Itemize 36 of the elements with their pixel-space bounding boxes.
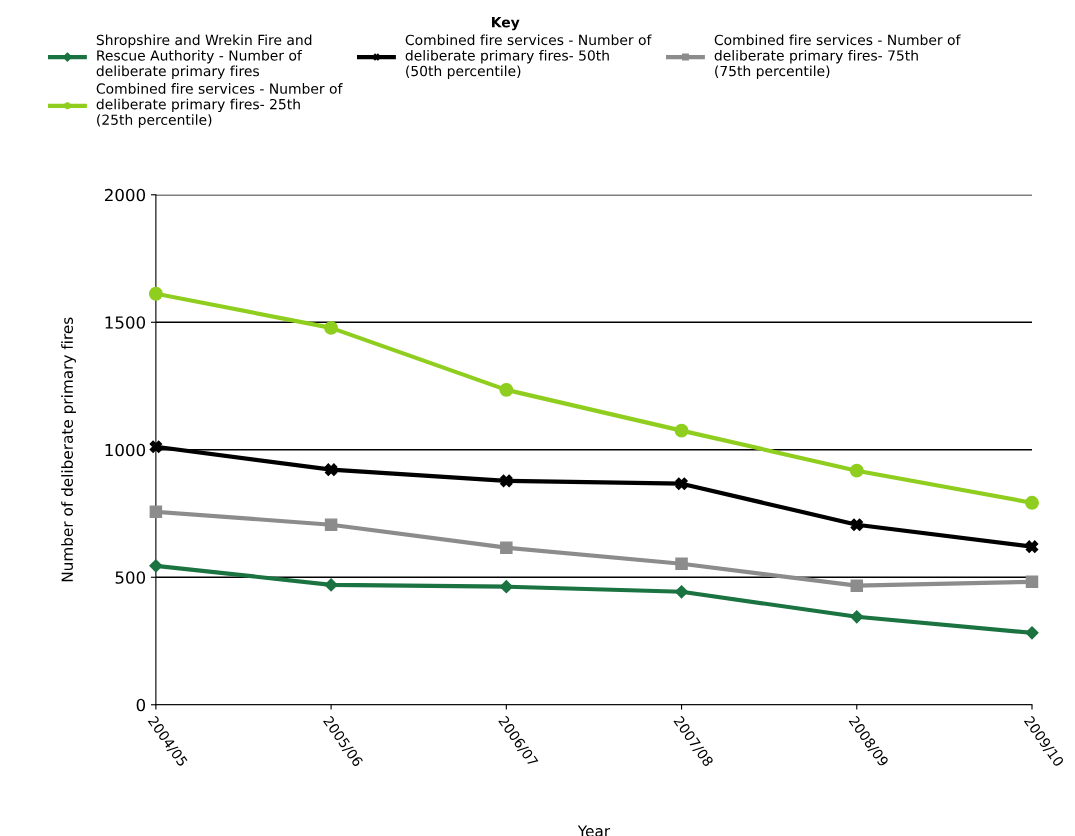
point [675,557,688,570]
point [1025,495,1039,510]
point [675,477,688,490]
point [149,440,163,453]
y-tick-label: 2000 [104,188,146,202]
x-axis-title: Year [577,825,611,836]
y-tick-label: 500 [115,571,146,584]
y-tick-label: 1000 [105,443,146,457]
point [499,382,514,397]
y-tick-label: 0 [136,698,146,712]
point [149,505,163,518]
legend-label: Combined fire services - Number of deliberate primary fires- 75th (75th percentile) [714,34,961,79]
point [149,559,163,573]
point [500,474,513,488]
point [1025,540,1039,553]
legend-label: Combined fire services - Number of deliberate primary fires- 25th (25th percentile) [96,83,343,128]
point [1025,575,1039,589]
legend-label: Combined fire services - Number of deliberate primary fires- 50th (50th percentile) [405,34,652,79]
point [324,518,338,531]
point [850,579,864,592]
point [674,585,689,599]
point [324,463,338,476]
point [500,541,513,554]
point [1025,626,1039,640]
point [850,610,864,624]
point [674,423,689,438]
legend-title: Key [492,17,520,31]
y-tick-label: 1500 [105,316,146,329]
y-axis-title: Number of deliberate primary fires [61,317,76,582]
point [850,518,864,531]
point [324,578,338,592]
legend-label: Shropshire and Wrekin Fire and Rescue Authority - Number of deliberate primary fires [96,34,312,79]
point [148,286,163,301]
point [849,463,864,478]
point [324,320,339,335]
point [499,580,513,594]
